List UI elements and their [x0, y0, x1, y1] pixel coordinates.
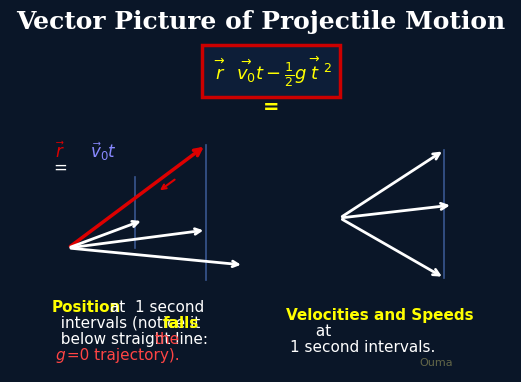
Text: Ouma: Ouma	[419, 358, 453, 368]
Text: =: =	[263, 97, 280, 117]
Text: the: the	[154, 332, 179, 347]
Text: at  1 second: at 1 second	[105, 300, 204, 315]
Text: below straight line:: below straight line:	[52, 332, 214, 347]
Text: g: g	[56, 348, 65, 363]
Text: Velocities and Speeds: Velocities and Speeds	[286, 308, 473, 323]
Text: at: at	[311, 324, 331, 339]
Text: intervals (notice it: intervals (notice it	[52, 316, 206, 331]
Text: Position: Position	[52, 300, 121, 315]
Text: $\vec{r}$: $\vec{r}$	[55, 142, 65, 162]
Text: Vector Picture of Projectile Motion: Vector Picture of Projectile Motion	[16, 10, 505, 34]
Bar	[202, 45, 340, 97]
Text: $\overset{\rightarrow}{r} \;\; \overset{\rightarrow}{v_0}t - \frac{1}{2}g\overse: $\overset{\rightarrow}{r} \;\; \overset{…	[210, 55, 332, 89]
Text: 1 second intervals.: 1 second intervals.	[290, 340, 435, 355]
Text: =0 trajectory).: =0 trajectory).	[63, 348, 180, 363]
Text: $\vec{v}_0 t$: $\vec{v}_0 t$	[90, 141, 117, 163]
Text: =: =	[53, 159, 67, 177]
Text: falls: falls	[163, 316, 199, 331]
